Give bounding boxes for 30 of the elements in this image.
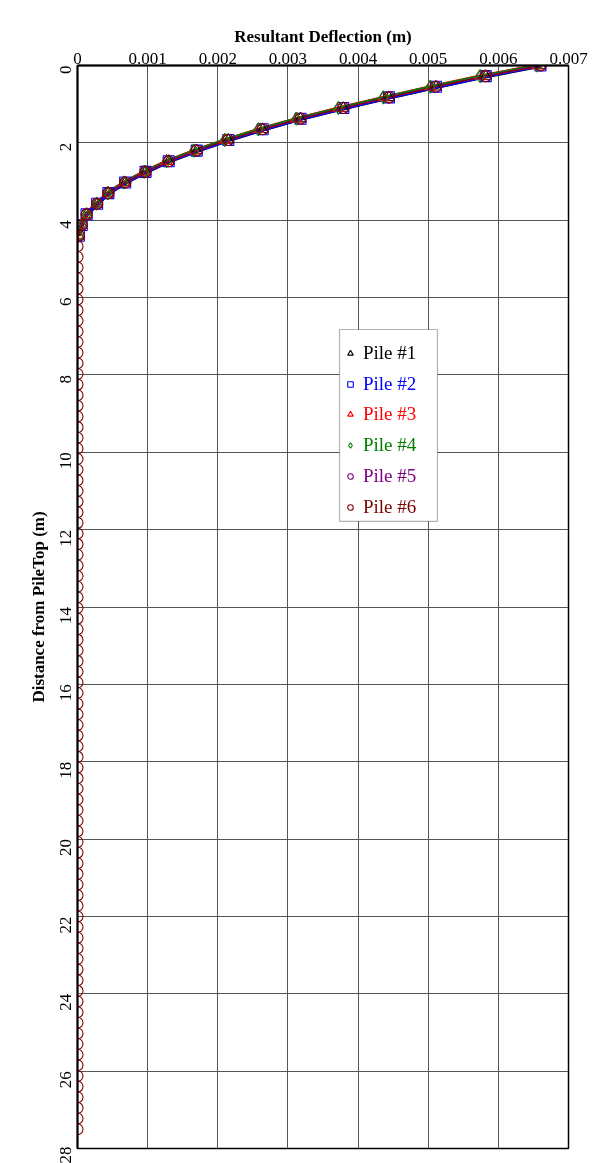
y-tick-label: 4	[56, 219, 75, 229]
x-tick-label: 0.007	[549, 48, 589, 68]
x-tick-label: 0.005	[409, 48, 448, 68]
x-tick-label: 0.003	[268, 48, 308, 68]
y-tick-label: 10	[56, 452, 75, 470]
y-tick-label: 26	[56, 1071, 75, 1089]
legend-label: Pile #1	[363, 341, 417, 364]
y-tick-label: 22	[56, 916, 75, 934]
y-tick-label: 0	[56, 65, 75, 74]
y-tick-label: 2	[56, 142, 75, 152]
legend-label: Pile #6	[363, 495, 417, 518]
x-axis-title: Resultant Deflection (m)	[234, 26, 412, 46]
y-tick-label: 12	[56, 529, 75, 547]
x-tick-label: 0.004	[338, 48, 378, 68]
y-tick-label: 28	[56, 1146, 75, 1163]
y-tick-label: 24	[56, 993, 75, 1011]
y-tick-label: 6	[56, 297, 75, 307]
x-tick-label: 0.006	[479, 48, 518, 68]
x-tick-label: 0.001	[128, 48, 167, 68]
y-tick-label: 16	[56, 684, 75, 702]
legend-label: Pile #3	[363, 403, 417, 426]
y-tick-label: 18	[56, 761, 75, 779]
y-tick-label: 14	[56, 606, 75, 624]
y-tick-label: 8	[56, 374, 75, 384]
legend-label: Pile #2	[363, 372, 417, 395]
legend-label: Pile #5	[363, 465, 417, 487]
y-tick-label: 20	[56, 839, 75, 857]
y-axis-title: Distance from PileTop (m)	[28, 511, 48, 703]
legend-label: Pile #4	[363, 434, 417, 457]
x-tick-label: 0.002	[198, 48, 237, 68]
